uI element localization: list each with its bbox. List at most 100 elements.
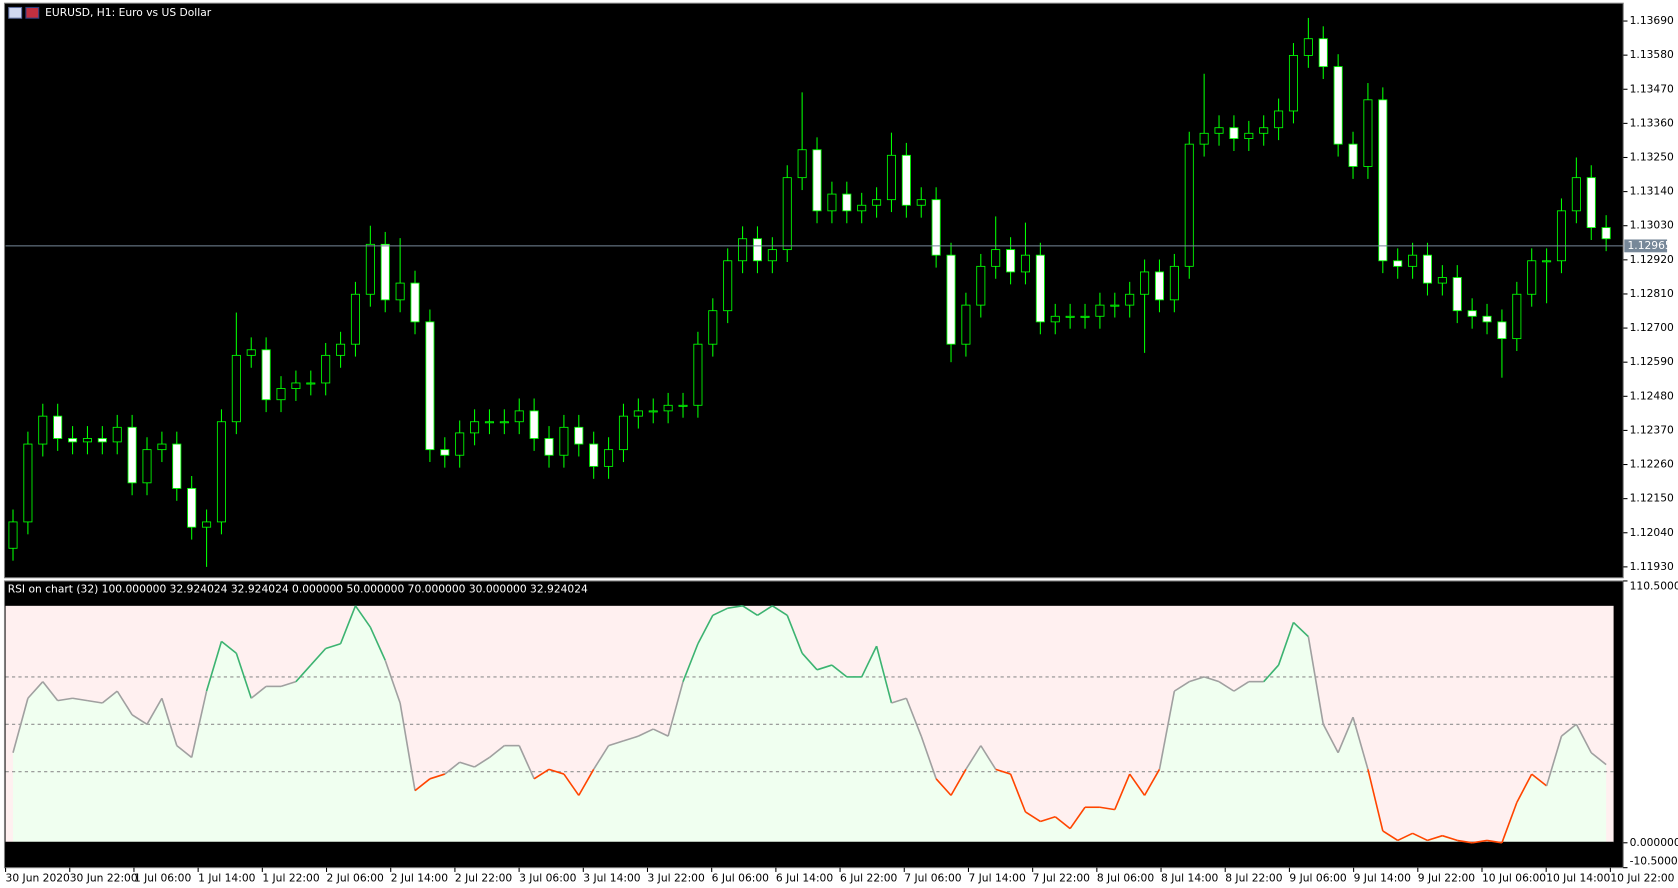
rsi-segment	[935, 778, 952, 796]
candle-body	[901, 154, 911, 206]
y-tick-label: 1.13250	[1630, 150, 1674, 163]
rsi-segment	[1218, 680, 1235, 692]
y-tick-label: 1.12370	[1630, 423, 1674, 436]
candle-body	[946, 254, 956, 345]
rsi-segment	[1457, 839, 1473, 844]
candle-body	[1065, 315, 1075, 318]
rsi-title: RSI on chart (32) 100.000000 32.924024 3…	[8, 583, 588, 596]
x-tick-label: 3 Jul 22:00	[647, 871, 704, 884]
y-tick-label: 1.13470	[1630, 82, 1674, 95]
y-tick-label: 1.12040	[1630, 526, 1674, 539]
rsi-segment	[1277, 622, 1295, 666]
rsi-segment	[1189, 676, 1205, 683]
x-tick-label: 7 Jul 14:00	[968, 871, 1025, 884]
candle-body	[1110, 304, 1120, 307]
rsi-segment	[325, 642, 341, 650]
rsi-segment	[771, 605, 788, 616]
rsi-segment	[1590, 752, 1607, 766]
candle-body	[723, 260, 733, 312]
x-tick-label: 6 Jul 22:00	[840, 871, 897, 884]
y-tick-label: 110.500000	[1630, 579, 1678, 592]
x-tick-label: 7 Jul 22:00	[1033, 871, 1090, 884]
candle-body	[544, 438, 554, 456]
candle-body	[38, 415, 48, 445]
candle-body	[1154, 271, 1164, 301]
y-tick-label: 1.13360	[1630, 116, 1674, 129]
rsi-segment	[1442, 834, 1458, 842]
y-tick-label: 1.12150	[1630, 492, 1674, 505]
candle-body	[1393, 260, 1403, 267]
candle-body	[440, 449, 450, 456]
x-tick-label: 3 Jul 06:00	[519, 871, 576, 884]
candle-body	[1006, 249, 1016, 273]
candle-body	[1303, 38, 1313, 56]
rsi-segment	[1337, 716, 1354, 754]
y-tick-label: 1.12810	[1630, 287, 1674, 300]
rsi-segment	[101, 690, 118, 704]
candle-body	[842, 193, 852, 212]
candle-body	[1020, 254, 1030, 273]
candle-body	[1482, 315, 1492, 323]
candle-body	[767, 249, 777, 262]
x-tick-label: 3 Jul 14:00	[583, 871, 640, 884]
candle-body	[216, 421, 226, 523]
candle-body	[321, 354, 331, 384]
rsi-segment	[697, 614, 714, 645]
rsi-segment	[1129, 773, 1146, 796]
rsi-segment	[339, 605, 357, 645]
candle-body	[1288, 55, 1298, 112]
candle-body	[1318, 38, 1328, 68]
candle-body	[306, 382, 316, 385]
rsi-segment	[533, 768, 550, 780]
rsi-segment	[399, 702, 416, 791]
rsi-segment	[1009, 773, 1027, 813]
candle-body	[782, 177, 792, 251]
candle-body	[1229, 127, 1239, 139]
rsi-segment	[384, 660, 401, 704]
candle-body	[797, 149, 807, 179]
rsi-segment	[27, 681, 44, 699]
candle-body	[827, 193, 837, 212]
candle-body	[1259, 127, 1269, 134]
rsi-segment	[801, 652, 818, 671]
rsi-segment	[1263, 664, 1280, 683]
rsi-segment	[1382, 830, 1399, 842]
y-tick-label: 1.13690	[1630, 14, 1674, 27]
candle-body	[1080, 315, 1090, 318]
rsi-segment	[548, 768, 565, 775]
candle-body	[455, 432, 465, 456]
candle-body	[604, 449, 614, 467]
rsi-segment	[965, 745, 982, 770]
rsi-segment	[1173, 680, 1190, 692]
candle-body	[291, 382, 301, 389]
rsi-segment	[727, 605, 743, 609]
x-tick-label: 10 Jul 22:00	[1610, 871, 1674, 884]
rsi-segment	[1412, 832, 1428, 842]
candle-body	[8, 521, 18, 549]
candle-body	[633, 410, 643, 417]
candle-body	[499, 421, 509, 424]
rsi-segment	[1501, 802, 1518, 844]
candle-body	[1437, 277, 1447, 284]
candle-body	[529, 410, 539, 439]
rsi-segment	[1040, 815, 1056, 823]
rsi-segment	[354, 605, 372, 628]
rsi-segment	[995, 768, 1011, 775]
rsi-segment	[12, 698, 29, 753]
rsi-segment	[1516, 773, 1533, 803]
rsi-segment	[474, 756, 490, 768]
rsi-segment	[920, 735, 937, 780]
candle-body	[559, 426, 569, 456]
candle-body	[857, 204, 867, 212]
rsi-segment	[1233, 680, 1250, 692]
rsi-segment	[891, 697, 907, 704]
x-tick-label: 7 Jul 06:00	[904, 871, 961, 884]
x-tick-label: 2 Jul 06:00	[327, 871, 384, 884]
flag-icon	[8, 6, 23, 19]
candle-body	[872, 199, 882, 206]
x-tick-label: 1 Jul 22:00	[262, 871, 319, 884]
rsi-segment	[161, 698, 178, 746]
candle-body	[1125, 293, 1135, 306]
candle-body	[693, 343, 703, 406]
